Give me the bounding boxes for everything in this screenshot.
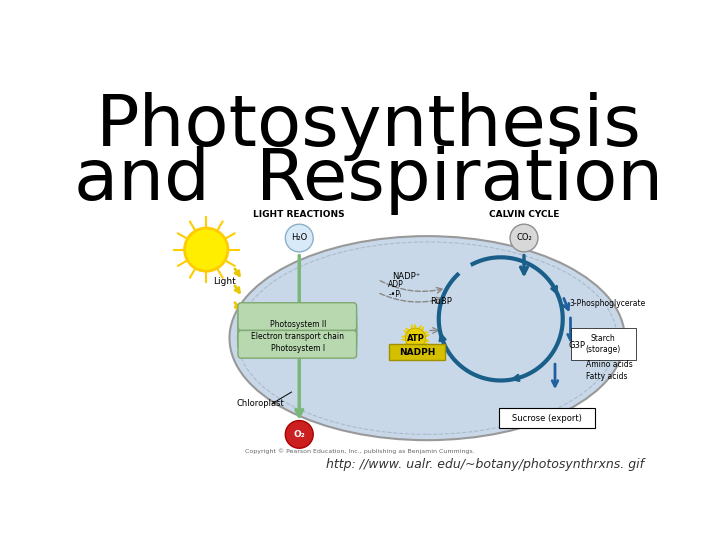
FancyBboxPatch shape xyxy=(238,330,356,358)
Text: Sucrose (export): Sucrose (export) xyxy=(513,414,582,423)
Text: CO₂: CO₂ xyxy=(516,233,532,242)
Text: NADP⁺: NADP⁺ xyxy=(392,272,420,281)
Text: Photosystem II
Electron transport chain
Photosystem I: Photosystem II Electron transport chain … xyxy=(251,320,344,353)
Polygon shape xyxy=(406,338,415,352)
Polygon shape xyxy=(415,338,428,349)
Text: LIGHT REACTIONS: LIGHT REACTIONS xyxy=(253,210,345,219)
Polygon shape xyxy=(402,330,415,338)
Circle shape xyxy=(285,224,313,252)
FancyBboxPatch shape xyxy=(499,408,595,428)
FancyBboxPatch shape xyxy=(389,343,445,361)
Text: ADP
-•Pᵢ: ADP -•Pᵢ xyxy=(388,280,404,299)
Polygon shape xyxy=(415,327,428,338)
Text: ATP: ATP xyxy=(407,334,424,343)
Polygon shape xyxy=(402,338,415,346)
FancyBboxPatch shape xyxy=(238,312,356,340)
Text: Chloroplast: Chloroplast xyxy=(237,399,284,408)
FancyBboxPatch shape xyxy=(238,303,356,330)
Text: Amino acids
Fatty acids: Amino acids Fatty acids xyxy=(586,360,633,381)
Polygon shape xyxy=(406,325,415,338)
Polygon shape xyxy=(415,335,429,342)
Text: and  Respiration: and Respiration xyxy=(74,146,664,215)
Text: Photosynthesis: Photosynthesis xyxy=(96,92,642,161)
Ellipse shape xyxy=(230,236,625,440)
Circle shape xyxy=(510,224,538,252)
Text: 3-Phosphoglycerate: 3-Phosphoglycerate xyxy=(569,299,645,308)
FancyBboxPatch shape xyxy=(238,321,356,349)
Text: http: //www. ualr. edu/~botany/photosynthrxns. gif: http: //www. ualr. edu/~botany/photosynt… xyxy=(326,458,644,471)
Text: Starch
(storage): Starch (storage) xyxy=(585,334,621,354)
Text: O₂: O₂ xyxy=(293,430,305,439)
FancyBboxPatch shape xyxy=(570,328,636,361)
Polygon shape xyxy=(415,325,421,338)
Text: G3P: G3P xyxy=(569,341,586,350)
Circle shape xyxy=(285,421,313,448)
Polygon shape xyxy=(415,338,421,352)
Text: CALVIN CYCLE: CALVIN CYCLE xyxy=(489,210,559,219)
Text: Light: Light xyxy=(212,278,235,286)
Text: H₂O: H₂O xyxy=(291,233,307,242)
Text: RuBP: RuBP xyxy=(430,298,452,307)
Text: NADPH: NADPH xyxy=(399,348,435,356)
Text: Copyright © Pearson Education, Inc., publishing as Benjamin Cummings.: Copyright © Pearson Education, Inc., pub… xyxy=(245,449,474,454)
Circle shape xyxy=(405,328,426,348)
Circle shape xyxy=(184,228,228,271)
